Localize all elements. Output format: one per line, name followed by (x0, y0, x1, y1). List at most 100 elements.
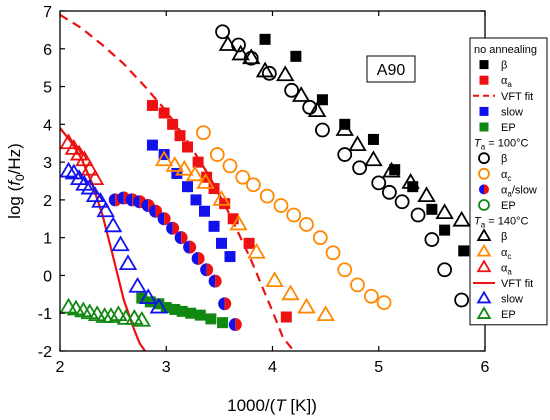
data-point (307, 101, 327, 118)
data-point (208, 220, 220, 232)
data-point (158, 149, 170, 161)
legend-text-part: VFT fit (501, 278, 533, 290)
data-point (297, 297, 316, 314)
y-tick-label: 7 (43, 4, 52, 21)
data-point (335, 120, 354, 136)
data-point (284, 82, 300, 98)
data-point (218, 35, 238, 51)
legend-label: EP (501, 200, 516, 212)
legend-text-part: α (501, 184, 508, 196)
data-point (215, 24, 230, 40)
y-tick-label: 6 (43, 42, 52, 59)
data-point (401, 173, 420, 189)
x-title-part: [K]) (286, 396, 317, 415)
legend-swatch (479, 184, 489, 195)
data-point (454, 292, 470, 308)
legend-text-part: β (501, 153, 507, 165)
data-point (376, 295, 392, 311)
data-point (165, 156, 184, 172)
y-axis-title: log (f0/Hz) (5, 143, 27, 219)
data-point (382, 161, 401, 178)
legend-text-part: a (507, 80, 512, 89)
data-point (367, 133, 379, 145)
data-point (229, 214, 248, 231)
y-tick-label: 0 (43, 268, 52, 285)
data-point (176, 305, 188, 317)
y-tick-label: 2 (43, 193, 52, 210)
data-point (132, 310, 152, 327)
data-point (182, 181, 193, 193)
y-title-part: f (5, 179, 24, 186)
legend-swatch (478, 152, 490, 165)
fit-line (60, 127, 146, 351)
y-tick-label: 3 (43, 155, 52, 172)
data-point (242, 48, 261, 65)
legend-swatch (478, 199, 490, 211)
data-point (410, 207, 426, 223)
data-point (312, 230, 328, 246)
y-tick-label: 4 (43, 117, 52, 134)
data-point (146, 139, 158, 151)
data-point (352, 160, 368, 176)
data-point (194, 309, 206, 321)
data-point (185, 307, 197, 319)
x-tick-label: 4 (268, 359, 277, 376)
series-10 (154, 150, 335, 322)
data-point (149, 297, 169, 314)
series-7 (108, 191, 242, 332)
legend-text-part: a (481, 143, 486, 152)
legend-swatch (476, 290, 492, 304)
data-layer (60, 13, 471, 351)
legend-text-part: = 140°C (485, 216, 528, 228)
legend-text-part: slow (501, 294, 523, 306)
data-point (60, 161, 78, 178)
data-point (235, 169, 251, 185)
data-point (146, 99, 158, 111)
legend-text-part: EP (501, 309, 516, 321)
x-tick-label: 5 (374, 359, 383, 376)
data-point (153, 298, 165, 310)
legend-text-part: β (501, 231, 507, 243)
data-point (316, 305, 335, 322)
data-point (424, 232, 440, 247)
legend-text-part: /slow (512, 184, 537, 196)
legend-text-part: a (507, 189, 512, 198)
data-point (208, 274, 222, 288)
data-point (350, 277, 365, 293)
data-point (371, 175, 387, 191)
legend-group-title: Ta = 100°C (474, 138, 528, 152)
data-point (216, 237, 227, 249)
y-title-part: log ( (5, 185, 24, 218)
data-point (136, 292, 148, 304)
data-point (228, 318, 242, 332)
data-point (426, 203, 438, 215)
data-point (315, 122, 330, 138)
legend-label: slow (501, 106, 523, 118)
data-point (435, 203, 454, 220)
legend-swatch (478, 167, 490, 180)
data-point (160, 302, 172, 314)
data-point (183, 240, 197, 254)
data-point (174, 130, 186, 142)
legend-label: αa (501, 75, 512, 89)
data-point (227, 213, 239, 225)
legend-group-title: Ta = 140°C (474, 216, 528, 230)
legend-swatch (479, 60, 489, 70)
data-point (325, 245, 341, 261)
y-tick-label: -2 (38, 344, 52, 361)
data-point (339, 118, 351, 130)
legend-text-part: α (501, 247, 508, 259)
data-point (243, 237, 255, 249)
legend-label: β (501, 153, 507, 165)
legend-text-part: α (501, 75, 508, 87)
data-point (199, 205, 210, 217)
data-point (200, 263, 214, 277)
data-point (158, 107, 170, 119)
data-point (196, 173, 215, 189)
legend-text-part: α (501, 169, 508, 181)
annotation-box: A90 (366, 55, 416, 83)
y-tick-label: 1 (43, 231, 52, 248)
legend-label: αa/slow (501, 184, 537, 198)
data-point (247, 242, 266, 259)
data-point (224, 251, 236, 263)
